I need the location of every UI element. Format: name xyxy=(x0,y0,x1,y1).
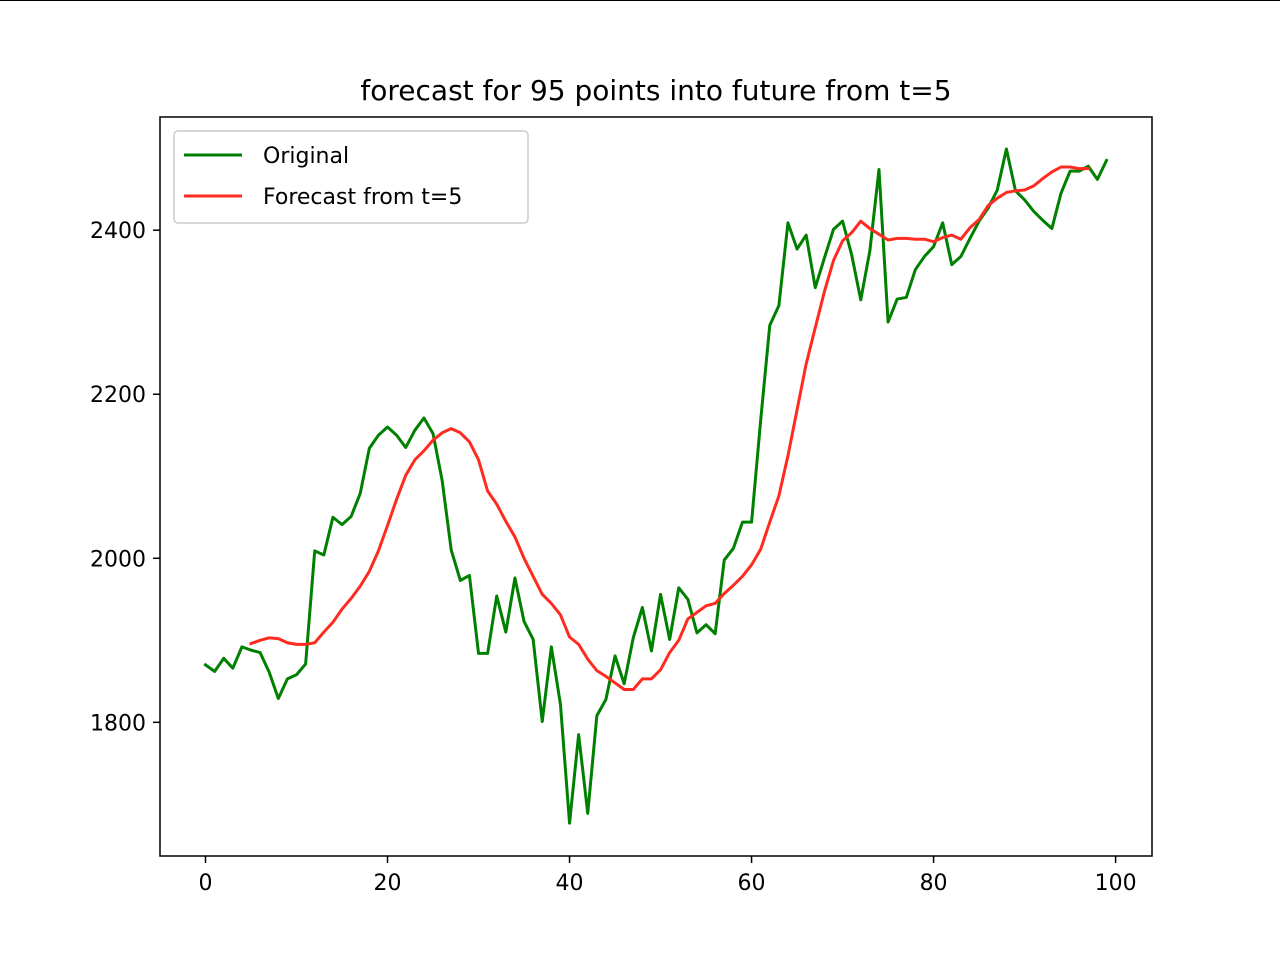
chart-title: forecast for 95 points into future from … xyxy=(360,74,951,107)
series-line-forecast-from-t-5 xyxy=(249,165,1090,691)
x-tick-label: 80 xyxy=(920,871,948,896)
legend-label-original: Original xyxy=(263,144,349,169)
series-layer xyxy=(203,147,1109,825)
y-tick-label: 1800 xyxy=(90,711,146,736)
y-tick-label: 2200 xyxy=(90,383,146,408)
x-axis: 0 20 40 60 80 100 xyxy=(199,856,1137,896)
legend: Original Forecast from t=5 xyxy=(173,130,529,224)
y-tick-label: 2000 xyxy=(90,547,146,572)
x-tick-label: 0 xyxy=(199,871,213,896)
plot-frame xyxy=(159,116,1153,857)
series-line-original xyxy=(203,147,1109,825)
x-tick-label: 100 xyxy=(1095,871,1137,896)
legend-box xyxy=(173,130,529,224)
x-tick-label: 40 xyxy=(556,871,584,896)
legend-label-forecast: Forecast from t=5 xyxy=(263,185,462,210)
x-tick-label: 20 xyxy=(374,871,402,896)
y-axis: 1800 2000 2200 2400 xyxy=(90,219,160,736)
y-tick-label: 2400 xyxy=(90,219,146,244)
x-tick-label: 60 xyxy=(738,871,766,896)
